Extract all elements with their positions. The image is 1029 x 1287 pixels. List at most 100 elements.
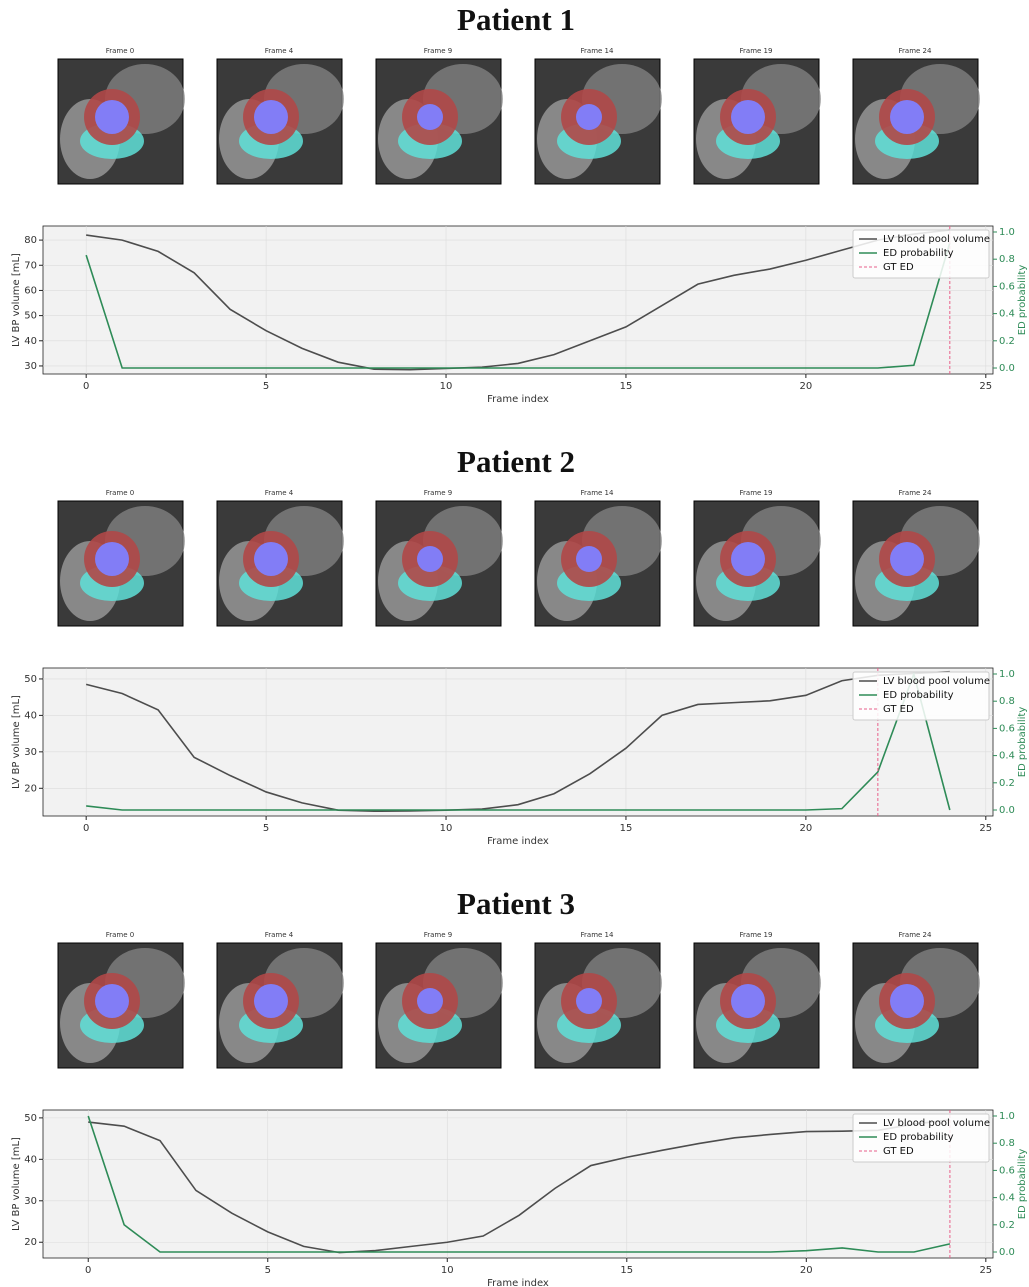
plot-area xyxy=(43,1110,993,1258)
x-tick-label: 15 xyxy=(620,823,633,834)
y-tick-label: 30 xyxy=(24,1196,37,1207)
y-tick-label: 50 xyxy=(24,311,37,322)
panel-label: Frame 14 xyxy=(581,47,614,55)
panel-label: Frame 0 xyxy=(106,489,135,497)
blood-pool xyxy=(417,988,443,1014)
panel-label: Frame 9 xyxy=(424,489,453,497)
mri-image xyxy=(694,59,821,184)
mri-image xyxy=(376,943,503,1068)
y-tick-label: 60 xyxy=(24,285,37,296)
legend-label: ED probability xyxy=(883,248,954,259)
x-tick-label: 20 xyxy=(800,381,813,392)
legend-label: GT ED xyxy=(883,262,914,273)
y2-tick-label: 1.0 xyxy=(999,1111,1015,1122)
y-tick-label: 20 xyxy=(24,783,37,794)
legend-label: ED probability xyxy=(883,1132,954,1143)
mri-image xyxy=(535,501,662,626)
blood-pool xyxy=(417,104,443,130)
y-tick-label: 40 xyxy=(24,336,37,347)
panel-label: Frame 0 xyxy=(106,931,135,939)
y2-tick-label: 0.2 xyxy=(999,336,1015,347)
y-tick-label: 40 xyxy=(24,1154,37,1165)
x-tick-label: 25 xyxy=(979,1265,992,1276)
mri-image xyxy=(376,501,503,626)
plot-area xyxy=(43,668,993,816)
mri-image xyxy=(694,943,821,1068)
mri-image xyxy=(376,59,503,184)
x-tick-label: 15 xyxy=(620,381,633,392)
legend-label: GT ED xyxy=(883,1146,914,1157)
x-tick-label: 25 xyxy=(979,381,992,392)
panel-label: Frame 19 xyxy=(740,489,773,497)
x-axis-label: Frame index xyxy=(487,836,549,847)
mri-image xyxy=(217,59,344,184)
legend-label: GT ED xyxy=(883,704,914,715)
y-axis-label: LV BP volume [mL] xyxy=(11,1137,22,1231)
panel-label: Frame 14 xyxy=(581,489,614,497)
y2-axis-label: ED probability xyxy=(1017,1149,1028,1220)
blood-pool xyxy=(417,546,443,572)
panel-label: Frame 24 xyxy=(899,489,932,497)
panel-label: Frame 9 xyxy=(424,47,453,55)
x-tick-label: 5 xyxy=(263,381,269,392)
x-tick-label: 25 xyxy=(979,823,992,834)
mri-image xyxy=(58,501,185,626)
x-tick-label: 20 xyxy=(800,823,813,834)
x-tick-label: 15 xyxy=(620,1265,633,1276)
y-axis-label: LV BP volume [mL] xyxy=(11,695,22,789)
blood-pool xyxy=(576,546,602,572)
figure: Patient 1 Frame 0 Frame 4 Frame 9 Frame 14 Fr… xyxy=(0,0,1029,1287)
y2-tick-label: 0.6 xyxy=(999,723,1015,734)
x-tick-label: 0 xyxy=(83,823,89,834)
mri-image xyxy=(694,501,821,626)
mri-image xyxy=(853,943,980,1068)
x-tick-label: 0 xyxy=(85,1265,91,1276)
panel-label: Frame 9 xyxy=(424,931,453,939)
y2-tick-label: 0.2 xyxy=(999,778,1015,789)
x-tick-label: 10 xyxy=(440,823,453,834)
mri-image xyxy=(217,501,344,626)
blood-pool xyxy=(254,542,288,576)
patient-title: Patient 1 xyxy=(457,2,575,37)
y-tick-label: 20 xyxy=(24,1237,37,1248)
legend-label: LV blood pool volume xyxy=(883,1118,990,1129)
blood-pool xyxy=(254,984,288,1018)
blood-pool xyxy=(576,988,602,1014)
blood-pool xyxy=(95,100,129,134)
y-tick-label: 30 xyxy=(24,747,37,758)
y2-tick-label: 0.4 xyxy=(999,1193,1015,1204)
panel-label: Frame 4 xyxy=(265,47,294,55)
y2-tick-label: 0.0 xyxy=(999,1247,1015,1258)
y2-tick-label: 1.0 xyxy=(999,669,1015,680)
x-axis-label: Frame index xyxy=(487,1278,549,1287)
y2-tick-label: 0.6 xyxy=(999,1165,1015,1176)
y-tick-label: 40 xyxy=(24,710,37,721)
mri-image xyxy=(535,59,662,184)
y2-tick-label: 0.8 xyxy=(999,254,1015,265)
panel-label: Frame 24 xyxy=(899,47,932,55)
blood-pool xyxy=(95,984,129,1018)
blood-pool xyxy=(95,542,129,576)
y-tick-label: 80 xyxy=(24,235,37,246)
patient-title: Patient 3 xyxy=(457,886,575,921)
mri-image xyxy=(217,943,344,1068)
blood-pool xyxy=(890,100,924,134)
panel-label: Frame 0 xyxy=(106,47,135,55)
y2-tick-label: 0.8 xyxy=(999,696,1015,707)
blood-pool xyxy=(890,984,924,1018)
y2-tick-label: 0.4 xyxy=(999,751,1015,762)
y2-axis-label: ED probability xyxy=(1017,265,1028,336)
y2-tick-label: 0.0 xyxy=(999,805,1015,816)
x-tick-label: 10 xyxy=(441,1265,454,1276)
blood-pool xyxy=(731,542,765,576)
legend-label: LV blood pool volume xyxy=(883,676,990,687)
panel-label: Frame 19 xyxy=(740,47,773,55)
y2-tick-label: 0.0 xyxy=(999,363,1015,374)
blood-pool xyxy=(731,984,765,1018)
x-axis-label: Frame index xyxy=(487,394,549,405)
x-tick-label: 5 xyxy=(265,1265,271,1276)
y-axis-label: LV BP volume [mL] xyxy=(11,253,22,347)
blood-pool xyxy=(890,542,924,576)
y2-tick-label: 1.0 xyxy=(999,227,1015,238)
patient-title: Patient 2 xyxy=(457,444,575,479)
